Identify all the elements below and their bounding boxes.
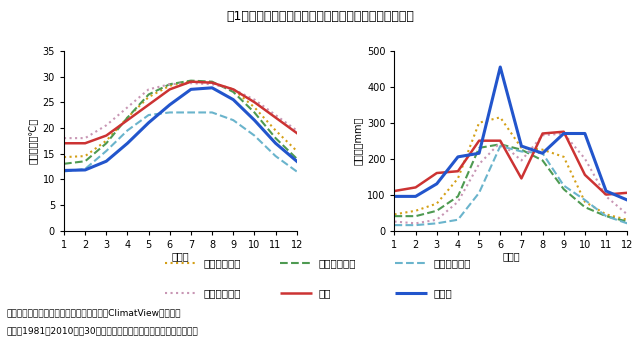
Text: 広東（広州）: 広東（広州） bbox=[204, 258, 241, 268]
Text: 海南（海口）: 海南（海口） bbox=[204, 288, 241, 298]
Text: 注：1981～2010年の30年間の平均値を平年値として用いている。: 注：1981～2010年の30年間の平均値を平年値として用いている。 bbox=[6, 326, 198, 336]
X-axis label: （月）: （月） bbox=[502, 251, 520, 261]
Y-axis label: 降水量（mm）: 降水量（mm） bbox=[353, 117, 363, 165]
Text: 那覇: 那覇 bbox=[319, 288, 332, 298]
Y-axis label: 平均気温（℃）: 平均気温（℃） bbox=[28, 118, 38, 164]
X-axis label: （月）: （月） bbox=[172, 251, 189, 261]
Text: 資料：気象庁「世界の天候データツール（ClimatView）」参照: 資料：気象庁「世界の天候データツール（ClimatView）」参照 bbox=[6, 308, 181, 317]
Text: 図1　中国と日本のサトウキビ生産地の気象条件の比較: 図1 中国と日本のサトウキビ生産地の気象条件の比較 bbox=[226, 10, 414, 23]
Text: 広西（南宁）: 広西（南宁） bbox=[319, 258, 356, 268]
Text: 種子島: 種子島 bbox=[434, 288, 452, 298]
Text: 雲南（蒙自）: 雲南（蒙自） bbox=[434, 258, 472, 268]
